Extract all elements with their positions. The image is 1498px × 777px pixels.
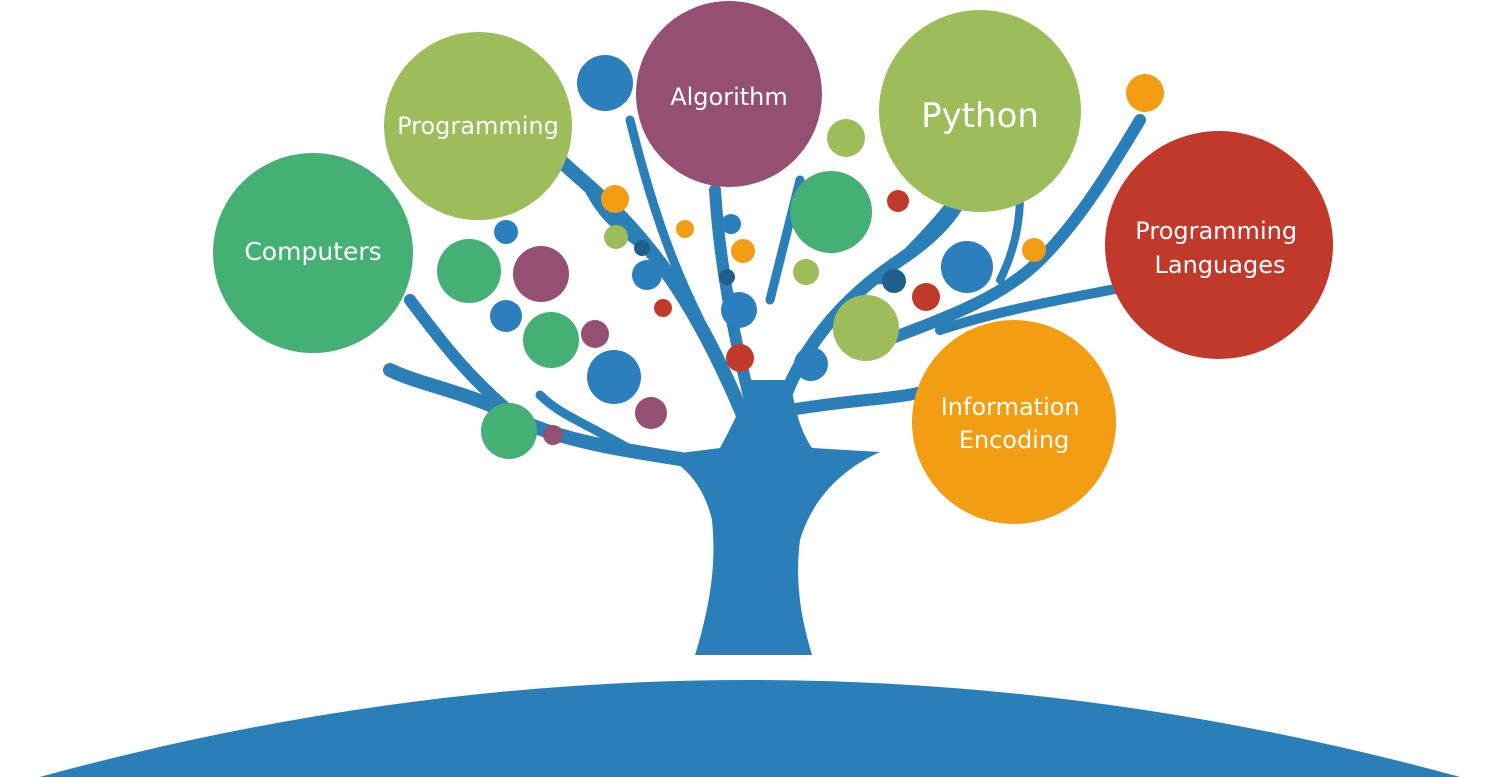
dot [912, 283, 940, 311]
dot [790, 171, 872, 253]
decorative-dots [437, 55, 1164, 459]
branch-center-left [625, 115, 705, 325]
dot [882, 269, 906, 293]
ground-hill [39, 680, 1461, 777]
topic-programming-languages-label: Programming Languages [1135, 217, 1304, 279]
dot [941, 241, 993, 293]
dot [721, 292, 757, 328]
dot [726, 344, 754, 372]
topic-computers-label: Computers [244, 237, 381, 266]
dot [523, 312, 579, 368]
topic-information-encoding-circle [912, 320, 1116, 524]
dot [654, 299, 672, 317]
trunk [665, 380, 880, 655]
dot [731, 239, 755, 263]
topic-computers-circle [213, 153, 413, 353]
dot [1022, 238, 1046, 262]
dot [587, 350, 641, 404]
topic-algorithm-label: Algorithm [670, 83, 788, 111]
topic-programming-languages: Programming Languages [1105, 131, 1333, 359]
dot [543, 425, 563, 445]
dot [721, 214, 741, 234]
topic-algorithm: Algorithm [636, 1, 822, 187]
branch-left-curl [535, 390, 645, 460]
dot [793, 259, 819, 285]
topic-information-encoding-label: Information Encoding [941, 393, 1088, 454]
dot [635, 397, 667, 429]
branch-python-stem [875, 200, 955, 285]
topic-python-label: Python [921, 96, 1039, 136]
dot [481, 403, 537, 459]
topic-programming-languages-circle [1105, 131, 1333, 359]
dot [887, 190, 909, 212]
dot [513, 246, 569, 302]
topic-programming-circle [384, 32, 572, 220]
dot [581, 320, 609, 348]
topic-programming-label: Programming [397, 112, 559, 140]
dot [794, 347, 828, 381]
branch-right-side [935, 283, 1125, 335]
dot [490, 300, 522, 332]
dot [827, 119, 865, 157]
topic-information-encoding: Information Encoding [912, 320, 1116, 524]
dot [833, 295, 899, 361]
dot [1126, 74, 1164, 112]
dot [494, 220, 518, 244]
dot [719, 269, 735, 285]
topic-programming: Programming [384, 32, 572, 220]
dot [601, 185, 629, 213]
dot [437, 239, 501, 303]
topic-python-circle [879, 10, 1081, 212]
topic-bubbles: Computers Programming Algorithm Python P [213, 1, 1333, 524]
dot [604, 225, 628, 249]
dot [634, 240, 650, 256]
topic-computers: Computers [213, 153, 413, 353]
dot [577, 55, 633, 111]
dot [632, 260, 662, 290]
topic-algorithm-circle [636, 1, 822, 187]
dot [676, 220, 694, 238]
topic-python: Python [879, 10, 1081, 212]
